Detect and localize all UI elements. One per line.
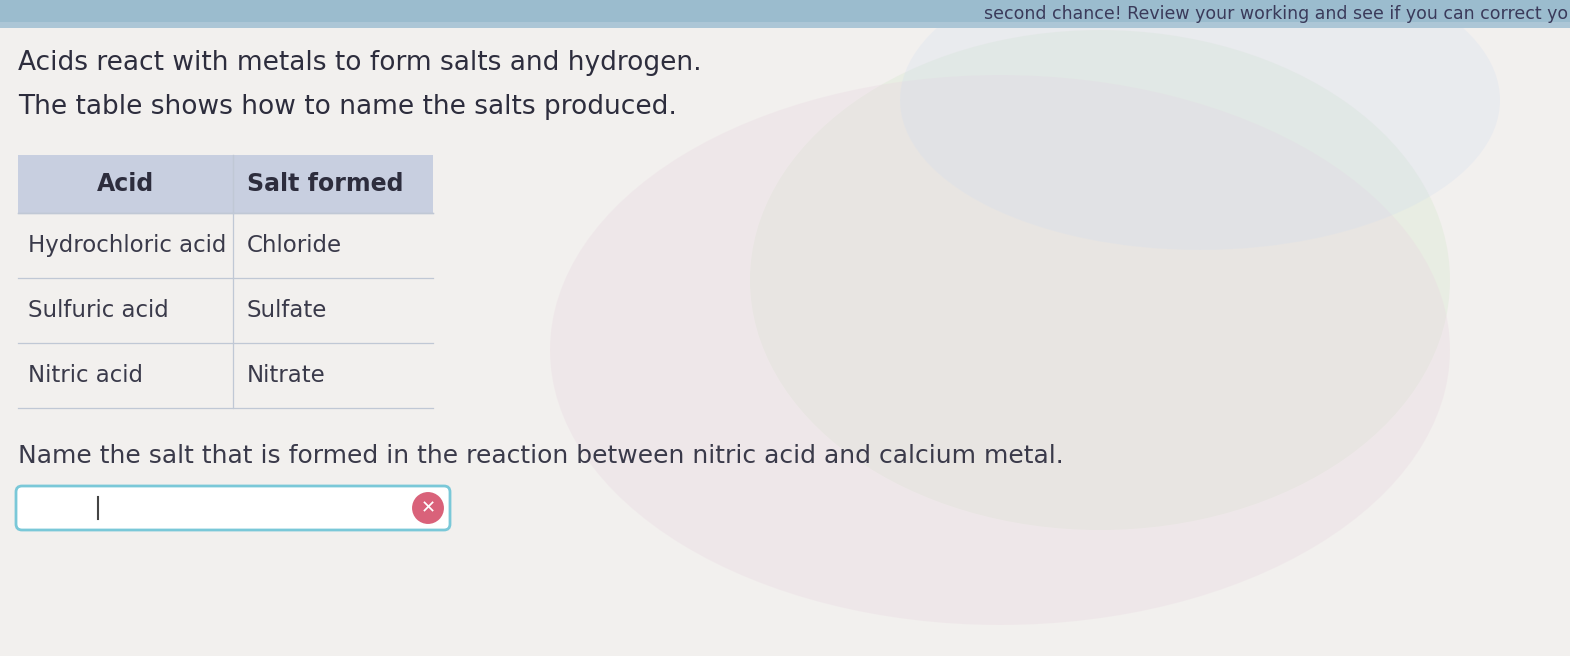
Text: Acids react with metals to form salts and hydrogen.: Acids react with metals to form salts an… [17,50,702,76]
Text: The table shows how to name the salts produced.: The table shows how to name the salts pr… [17,94,677,120]
FancyBboxPatch shape [16,486,451,530]
Text: Hydrochloric acid: Hydrochloric acid [28,234,226,257]
Bar [0,22,1570,28]
Ellipse shape [900,0,1499,250]
Bar [0,0,1570,28]
Text: Chloride: Chloride [246,234,342,257]
Text: Acid: Acid [97,172,154,196]
Ellipse shape [550,75,1451,625]
Text: Name the salt that is formed in the reaction between nitric acid and calcium met: Name the salt that is formed in the reac… [17,444,1064,468]
Text: Nitric acid: Nitric acid [28,364,143,387]
Text: ✕: ✕ [421,499,435,517]
Text: Sulfate: Sulfate [246,299,328,322]
Circle shape [411,491,444,525]
Bar [17,278,433,343]
Text: Salt formed: Salt formed [246,172,403,196]
Text: Nitrate: Nitrate [246,364,325,387]
Text: second chance! Review your working and see if you can correct yo: second chance! Review your working and s… [984,5,1568,23]
Bar [17,213,433,278]
Bar [17,155,433,213]
Bar [17,343,433,408]
Text: Sulfuric acid: Sulfuric acid [28,299,168,322]
Ellipse shape [750,30,1451,530]
